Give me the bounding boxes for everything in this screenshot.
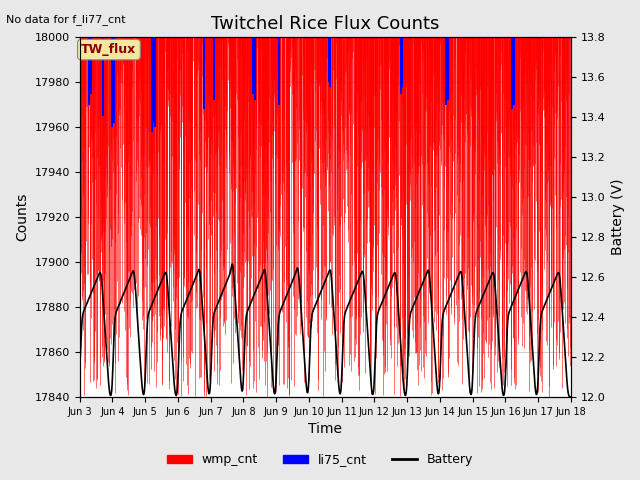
Text: TW_flux: TW_flux: [81, 43, 136, 56]
Legend: wmp_cnt, li75_cnt, Battery: wmp_cnt, li75_cnt, Battery: [162, 448, 478, 471]
Y-axis label: Battery (V): Battery (V): [611, 179, 625, 255]
X-axis label: Time: Time: [308, 422, 342, 436]
Title: Twitchel Rice Flux Counts: Twitchel Rice Flux Counts: [211, 15, 440, 33]
Text: No data for f_li77_cnt: No data for f_li77_cnt: [6, 14, 126, 25]
Y-axis label: Counts: Counts: [15, 193, 29, 241]
